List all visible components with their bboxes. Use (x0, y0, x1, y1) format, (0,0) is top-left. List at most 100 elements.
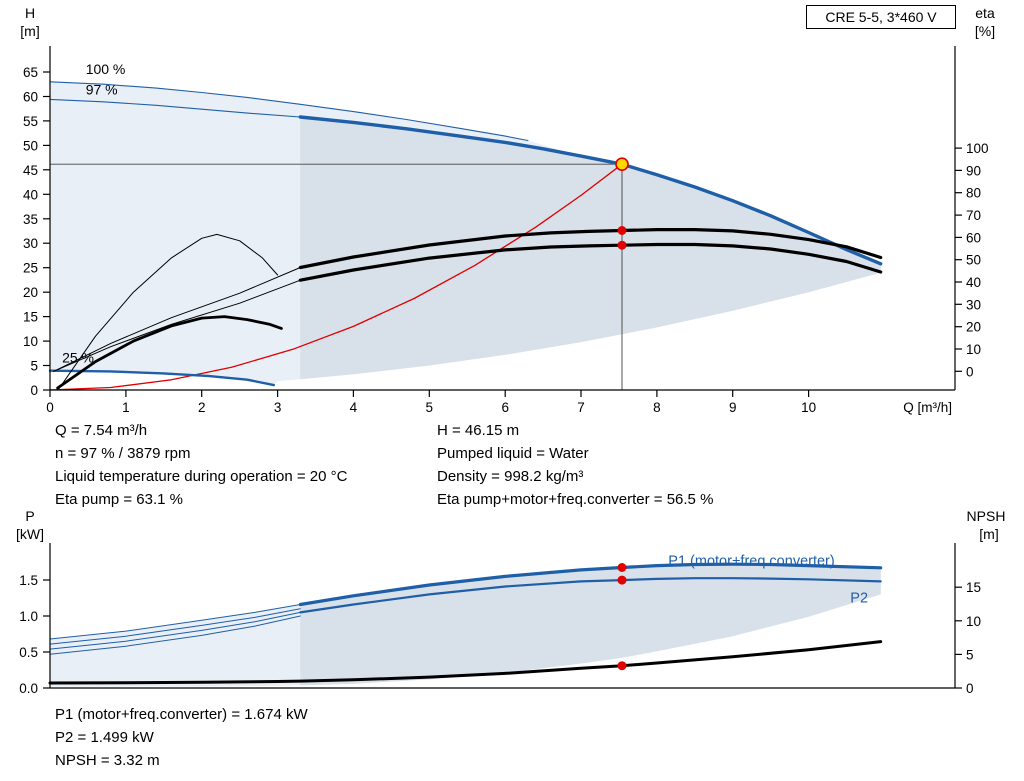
y-left-axis-unit: [kW] (16, 526, 44, 542)
h-tick-label: 50 (23, 138, 38, 153)
info-line-h: H = 46.15 m (437, 422, 520, 439)
q-tick-label: 4 (350, 400, 358, 415)
eta-tick-label: 70 (966, 208, 981, 223)
p1-lead-b (49, 608, 301, 645)
info-line-p1: P1 (motor+freq.converter) = 1.674 kW (55, 706, 308, 723)
info-line-eta-total: Eta pump+motor+freq.converter = 56.5 % (437, 491, 714, 508)
eta-lead-a-curve (53, 267, 301, 372)
eta-arc-small-curve (58, 233, 279, 389)
eta-pump-curve (298, 228, 883, 270)
eta-marker (617, 240, 627, 250)
power-npsh-summary: P1 (motor+freq.converter) = 1.674 kW P2 … (55, 703, 308, 772)
hq-eta-chart: 100 %97 %25 %051015202530354045505560650… (20, 5, 995, 415)
y-right-axis-unit: [%] (975, 23, 995, 39)
duty-summary-left-column: Q = 7.54 m³/h n = 97 % / 3879 rpm Liquid… (55, 419, 347, 511)
y-right-axis-title: eta (975, 5, 995, 21)
info-line-q: Q = 7.54 m³/h (55, 422, 148, 439)
q-tick-label: 1 (122, 400, 130, 415)
p2-curve (299, 577, 882, 614)
h-tick-label: 20 (23, 285, 38, 300)
q-tick-label: 7 (577, 400, 585, 415)
info-line-pumped-liquid: Pumped liquid = Water (437, 445, 589, 462)
h-tick-label: 60 (23, 90, 38, 105)
eta-tick-label: 100 (966, 141, 989, 156)
h-tick-label: 15 (23, 310, 38, 325)
x-axis-title: Q [m³/h] (903, 400, 952, 415)
duty-point-marker[interactable] (615, 157, 629, 171)
p1-curve (298, 562, 883, 607)
h-tick-label: 0 (30, 383, 38, 398)
h-tick-label: 10 (23, 334, 38, 349)
curve-label: P1 (motor+freq.converter) (668, 554, 834, 570)
npsh-tick-label: 15 (966, 580, 981, 595)
p-marker (617, 563, 627, 572)
h-tick-label: 40 (23, 187, 38, 202)
q-tick-label: 6 (501, 400, 509, 415)
eta-tick-label: 30 (966, 297, 981, 312)
p2-lead-a (49, 611, 301, 650)
y-left-axis-title: H (25, 5, 35, 21)
speed-97pct-lead-in-curve (49, 98, 301, 118)
duty-summary-right-column: H = 46.15 m Pumped liquid = Water Densit… (437, 419, 713, 511)
npsh-curve (48, 640, 883, 685)
eta-tick-label: 80 (966, 186, 981, 201)
q-tick-label: 3 (274, 400, 282, 415)
y-left-axis-title: P (25, 508, 34, 524)
h-tick-label: 25 (23, 261, 38, 276)
eta-small-thick-curve (56, 315, 283, 390)
info-line-npsh: NPSH = 3.32 m (55, 752, 160, 769)
curve-label: 100 % (86, 61, 126, 77)
curve-label: 97 % (86, 82, 118, 98)
h-tick-label: 5 (30, 359, 38, 374)
power-envelope-main (300, 564, 881, 686)
q-tick-label: 10 (801, 400, 816, 415)
eta-tick-label: 90 (966, 163, 981, 178)
p2-lead-b (49, 615, 301, 655)
system-curve-curve (49, 163, 623, 391)
envelope-main (300, 117, 881, 380)
npsh-tick-label: 10 (966, 614, 981, 629)
power-npsh-chart: P1 (motor+freq.converter) P2 0.0 0.5 1.0 1.5 0… (16, 508, 1006, 696)
y-right-axis-title: NPSH (967, 508, 1006, 524)
eta-total-curve (298, 242, 883, 282)
h-tick-label: 45 (23, 163, 38, 178)
pump-model-badge: CRE 5-5, 3*460 V (806, 5, 956, 29)
max-speed-100pct-curve (49, 81, 529, 142)
q-tick-label: 8 (653, 400, 661, 415)
npsh-tick-label: 0 (966, 681, 974, 696)
p-tick-label: 1.5 (19, 573, 38, 588)
info-line-liquid-temp: Liquid temperature during operation = 20… (55, 468, 348, 485)
eta-tick-label: 40 (966, 275, 981, 290)
npsh-tick-label: 5 (966, 647, 974, 662)
p-tick-label: 0.5 (19, 645, 38, 660)
q-tick-label: 9 (729, 400, 737, 415)
info-line-density: Density = 998.2 kg/m³ (437, 468, 584, 485)
info-line-eta-pump: Eta pump = 63.1 % (55, 491, 183, 508)
eta-marker (617, 226, 627, 235)
eta-tick-label: 10 (966, 342, 981, 357)
y-right-axis-unit: [m] (979, 526, 998, 542)
h-tick-label: 35 (23, 212, 38, 227)
duty-point-summary: Q = 7.54 m³/h n = 97 % / 3879 rpm Liquid… (0, 419, 1024, 514)
curve-label: P2 (850, 590, 868, 606)
h-tick-label: 55 (23, 114, 38, 129)
q-tick-label: 0 (46, 400, 54, 415)
h-tick-label: 30 (23, 236, 38, 251)
info-line-speed: n = 97 % / 3879 rpm (55, 445, 191, 462)
npsh-marker (617, 661, 627, 671)
q-tick-label: 2 (198, 400, 206, 415)
h-tick-label: 65 (23, 65, 38, 80)
eta-tick-label: 20 (966, 320, 981, 335)
y-left-axis-unit: [m] (20, 23, 39, 39)
p-tick-label: 1.0 (19, 609, 38, 624)
p-tick-label: 0.0 (19, 681, 38, 696)
p1-lead-a (49, 604, 301, 640)
p-marker (617, 575, 627, 585)
min-speed-25pct-curve (48, 369, 275, 387)
curve-label: 25 % (62, 350, 94, 366)
eta-lead-b-curve (53, 279, 301, 372)
eta-tick-label: 60 (966, 230, 981, 245)
q-tick-label: 5 (426, 400, 434, 415)
eta-tick-label: 0 (966, 364, 974, 379)
eta-tick-label: 50 (966, 253, 981, 268)
